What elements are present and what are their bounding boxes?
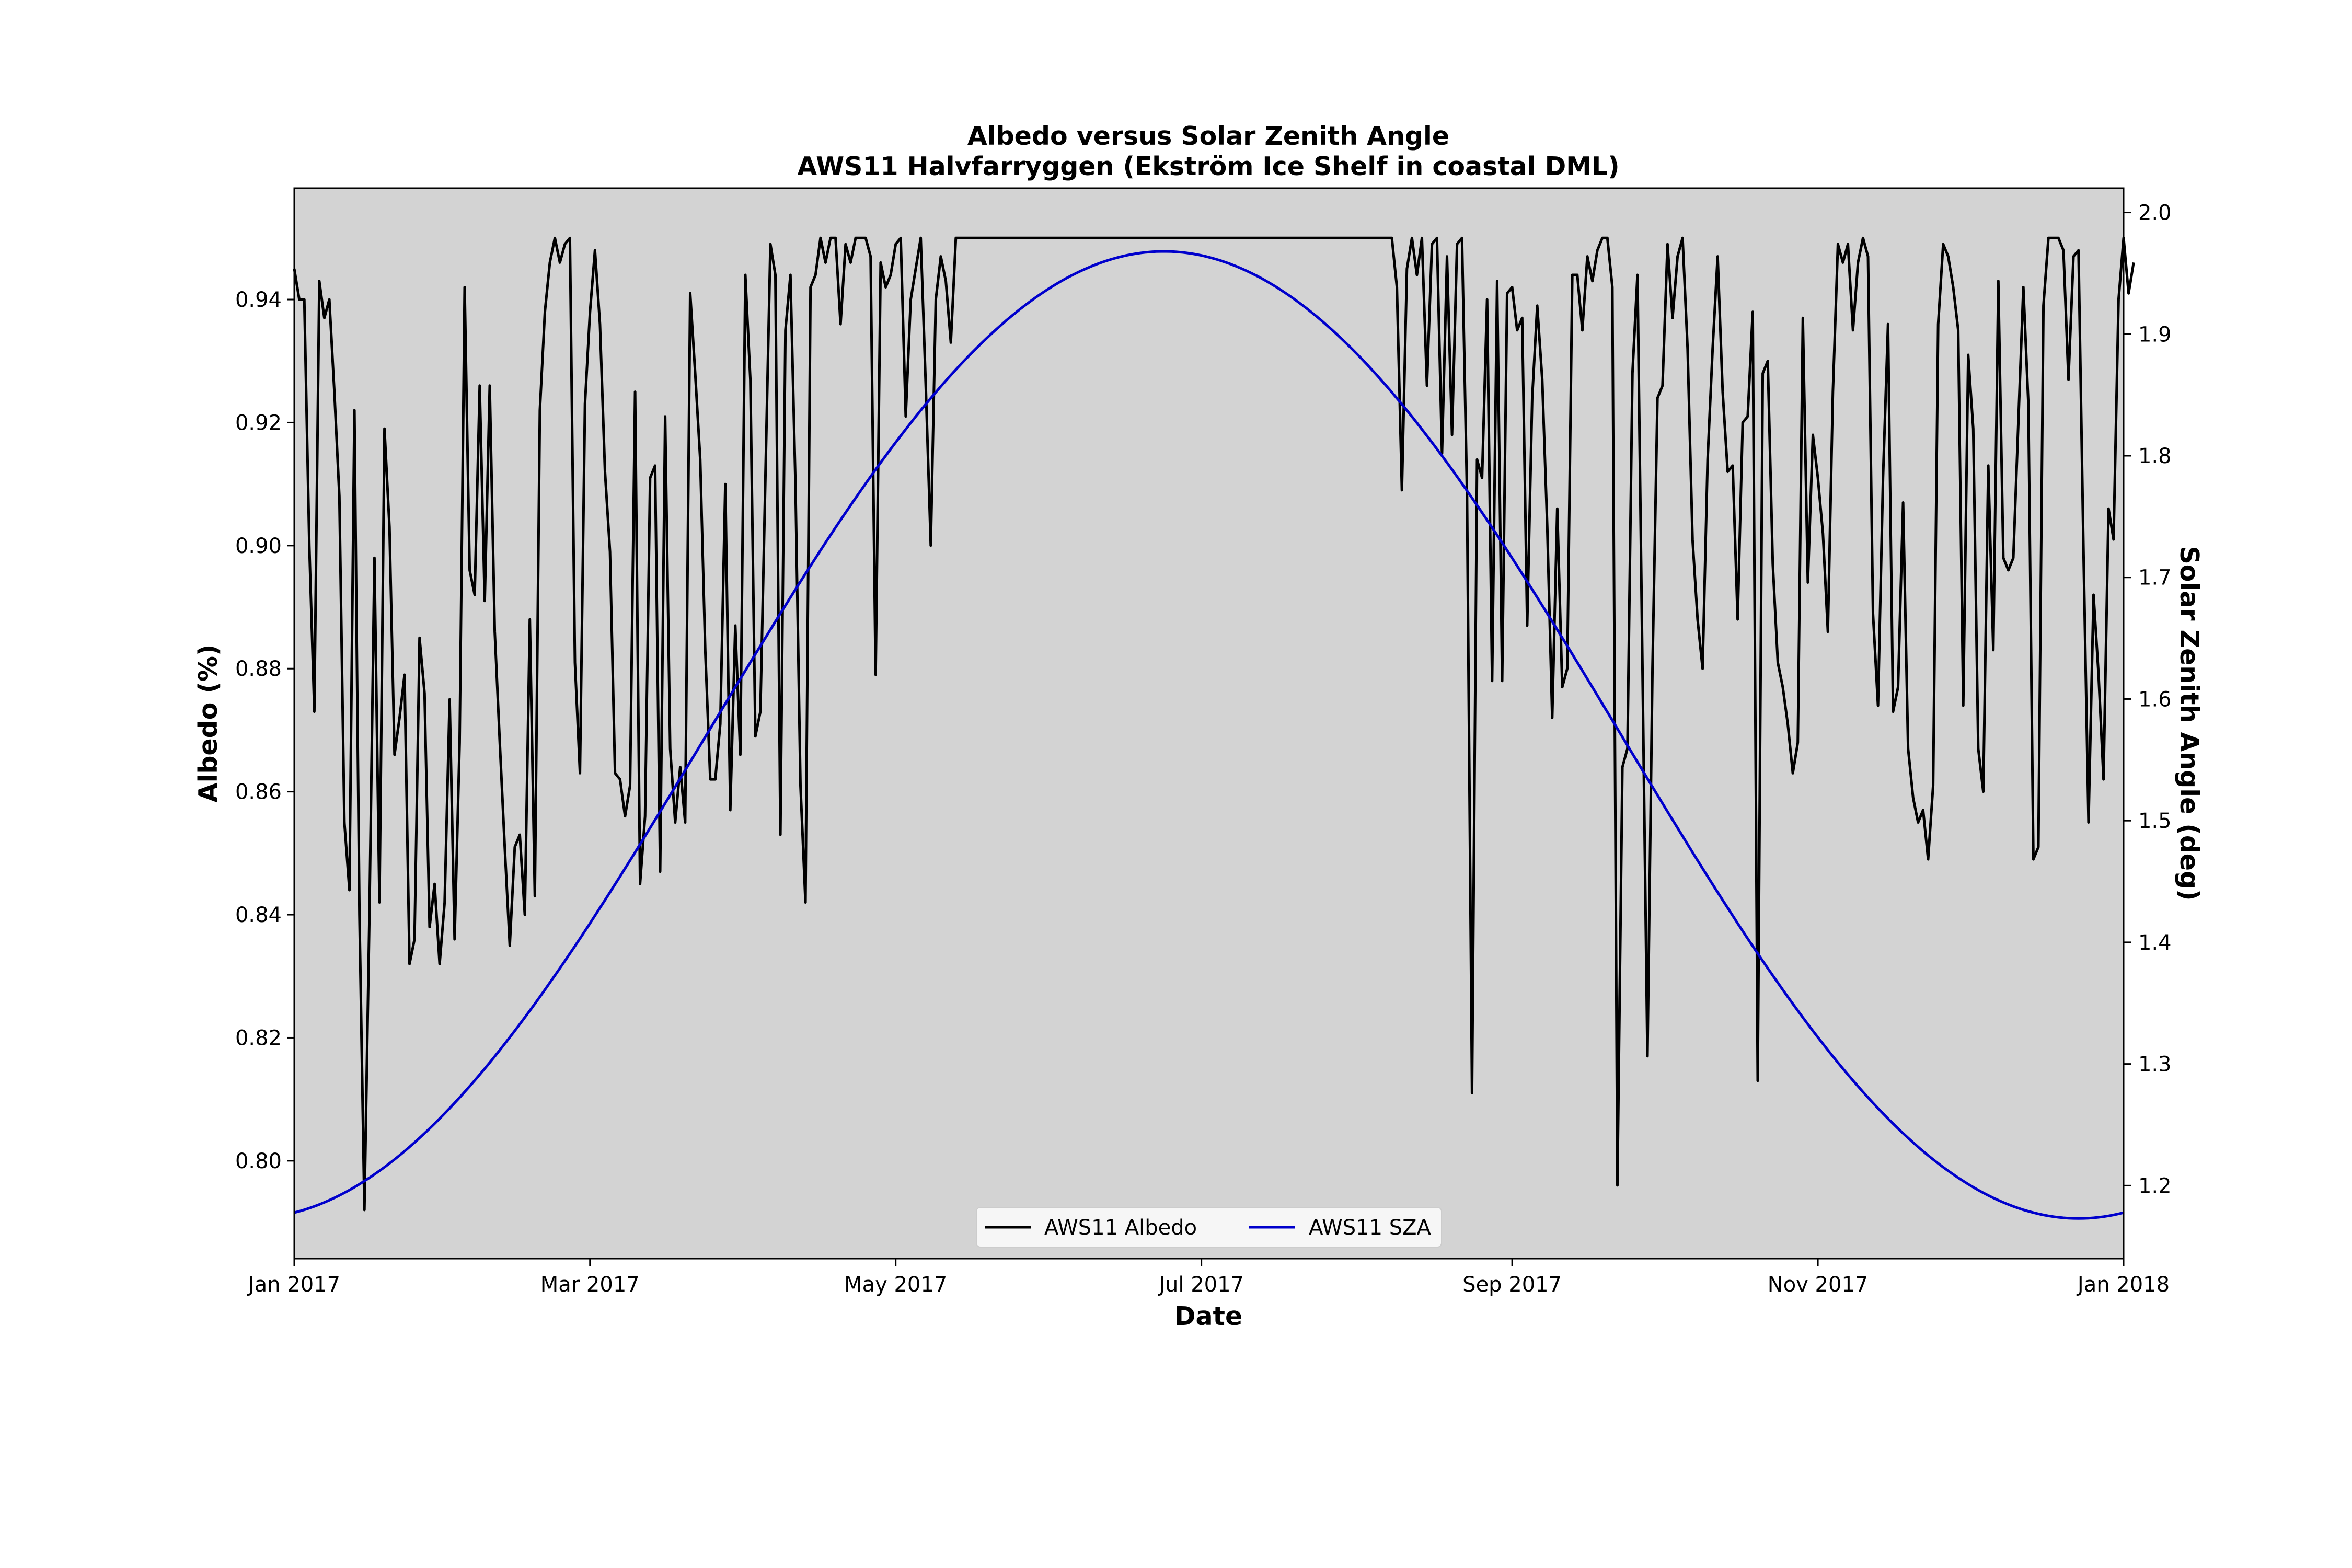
chart-subtitle: AWS11 Halvfarryggen (Ekström Ice Shelf i… bbox=[797, 152, 1619, 181]
tick-layer: Jan 2017 Mar 2017 May 2017 Jul 2017 Sep 2017… bbox=[235, 201, 2172, 1297]
y2-tick-label: 1.8 bbox=[2138, 444, 2172, 468]
y2-tick-label: 1.3 bbox=[2138, 1053, 2172, 1077]
x-tick-label: Jul 2017 bbox=[1157, 1273, 1244, 1297]
y-tick-label: 0.80 bbox=[235, 1149, 282, 1173]
y2-tick-label: 1.9 bbox=[2138, 322, 2172, 347]
x-tick-label: Jan 2017 bbox=[247, 1273, 340, 1297]
x-tick-label: Sep 2017 bbox=[1462, 1273, 1562, 1297]
y-tick-label: 0.92 bbox=[235, 411, 282, 435]
y2-tick-label: 1.4 bbox=[2138, 931, 2172, 955]
plot-area bbox=[294, 188, 2124, 1259]
legend-label-sza: AWS11 SZA bbox=[1309, 1216, 1432, 1240]
y2-tick-label: 1.5 bbox=[2138, 809, 2172, 833]
y2-tick-label: 2.0 bbox=[2138, 201, 2172, 225]
series-layer bbox=[293, 236, 2135, 1220]
x-axis-label: Date bbox=[1174, 1301, 1242, 1331]
y2-tick-label: 1.7 bbox=[2138, 566, 2172, 590]
y-axis-label: Albedo (%) bbox=[193, 644, 223, 803]
y-tick-label: 0.94 bbox=[235, 288, 282, 312]
y-tick-label: 0.86 bbox=[235, 780, 282, 804]
y-tick-label: 0.90 bbox=[235, 534, 282, 558]
series-line-sza bbox=[294, 250, 2124, 1220]
y2-tick-label: 1.2 bbox=[2138, 1174, 2172, 1198]
plot-frame bbox=[293, 187, 2125, 1260]
y-tick-label: 0.82 bbox=[235, 1026, 282, 1050]
series-line-albedo bbox=[293, 236, 2135, 1212]
y-tick-label: 0.88 bbox=[235, 657, 282, 681]
chart-title: Albedo versus Solar Zenith Angle bbox=[967, 121, 1449, 151]
x-tick-label: Mar 2017 bbox=[540, 1273, 640, 1297]
x-tick-label: Nov 2017 bbox=[1768, 1273, 1869, 1297]
y-tick-label: 0.84 bbox=[235, 903, 282, 927]
legend: AWS11 Albedo AWS11 SZA bbox=[976, 1207, 1442, 1248]
legend-box bbox=[976, 1207, 1442, 1248]
y2-tick-label: 1.6 bbox=[2138, 687, 2172, 711]
x-tick-label: May 2017 bbox=[844, 1273, 947, 1297]
legend-label-albedo: AWS11 Albedo bbox=[1044, 1216, 1197, 1240]
x-tick-label: Jan 2018 bbox=[2076, 1273, 2170, 1297]
y2-axis-label: Solar Zenith Angle (deg) bbox=[2174, 546, 2204, 901]
